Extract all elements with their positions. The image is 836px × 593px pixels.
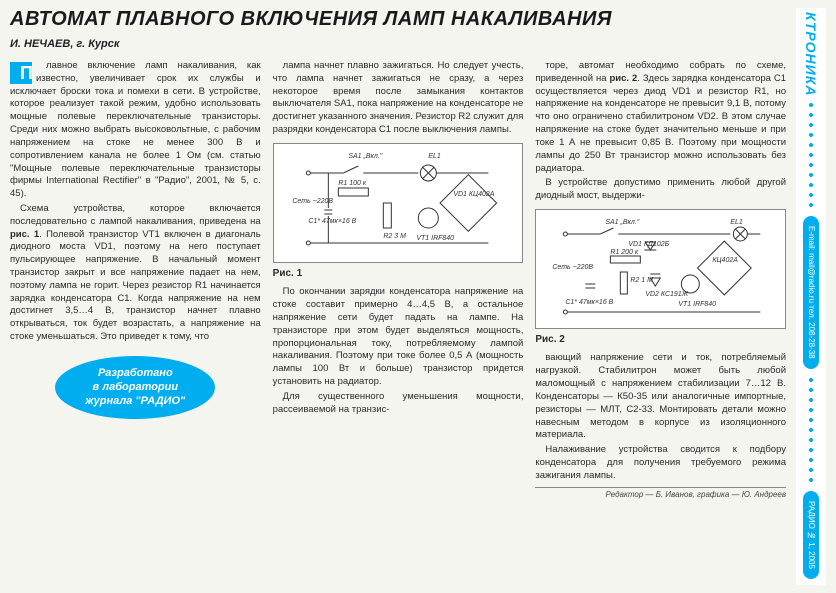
label: Сеть ~220В <box>292 198 333 205</box>
paragraph: В устройстве допустимо применить любой д… <box>535 177 786 203</box>
label: R2 1 М <box>631 277 654 284</box>
body-text: торе, автомат необходимо собрать по схем… <box>535 60 786 174</box>
body-text: лавное включение ламп накаливания, как и… <box>10 60 261 199</box>
article-author: И. НЕЧАЕВ, г. Курск <box>10 38 786 50</box>
label: VT1 IRF840 <box>679 301 717 308</box>
label: EL1 <box>731 219 744 226</box>
column-2: лампа начнет плавно зажигаться. Но следу… <box>273 60 524 585</box>
page: АВТОМАТ ПЛАВНОГО ВКЛЮЧЕНИЯ ЛАМП НАКАЛИВА… <box>0 0 836 593</box>
label: VD2 КС191Ж <box>646 291 689 298</box>
figure-1: SA1 „Вкл." EL1 Сеть ~220В R1 100 к <box>273 143 524 263</box>
label: SA1 „Вкл." <box>348 153 382 160</box>
issue-pill: РАДИО № 1, 2005 <box>803 491 819 579</box>
magazine-sidebar: КТРОНИКА E-mail: mail@radio.ru тел. 208-… <box>796 8 826 585</box>
article-content: АВТОМАТ ПЛАВНОГО ВКЛЮЧЕНИЯ ЛАМП НАКАЛИВА… <box>10 8 786 585</box>
label: SA1 „Вкл." <box>606 219 640 226</box>
label: С1* 47мк×16 В <box>308 218 356 225</box>
column-3: торе, автомат необходимо собрать по схем… <box>535 60 786 585</box>
editor-credit: Редактор — Б. Иванов, графика — Ю. Андре… <box>535 487 786 501</box>
label: КЦ402А <box>713 257 739 264</box>
figure-2-caption: Рис. 2 <box>535 333 786 347</box>
article-title: АВТОМАТ ПЛАВНОГО ВКЛЮЧЕНИЯ ЛАМП НАКАЛИВА… <box>10 8 786 30</box>
dropcap: П <box>10 62 32 84</box>
badge-line: журнала "РАДИО" <box>71 394 199 408</box>
label: R1 200 к <box>611 249 640 256</box>
label: VD1 КД102Б <box>629 241 670 248</box>
decorative-dots <box>808 100 814 210</box>
schematic-2: SA1 „Вкл." EL1 Сеть ~220В VD1 КД102Б <box>540 214 781 324</box>
label: VD1 КЦ402А <box>453 191 494 198</box>
paragraph: лампа начнет плавно зажигаться. Но следу… <box>273 60 524 137</box>
decorative-dots <box>808 375 814 485</box>
paragraph: Для существенного уменьшения мощности, р… <box>273 391 524 417</box>
section-label: КТРОНИКА <box>803 8 819 100</box>
column-1: П лавное включение ламп накаливания, как… <box>10 60 261 585</box>
lab-badge: Разработано в лаборатории журнала "РАДИО… <box>55 356 215 419</box>
paragraph: вающий напряжение сети и ток, потребляем… <box>535 352 786 442</box>
figure-2: SA1 „Вкл." EL1 Сеть ~220В VD1 КД102Б <box>535 209 786 329</box>
paragraph: П лавное включение ламп накаливания, как… <box>10 60 261 201</box>
text-columns: П лавное включение ламп накаливания, как… <box>10 60 786 585</box>
contact-pill: E-mail: mail@radio.ru тел. 208-28-38 <box>803 216 819 369</box>
paragraph: По окончании зарядки конденсатора напряж… <box>273 286 524 389</box>
paragraph: Налаживание устройства сводится к подбор… <box>535 444 786 482</box>
body-text: Схема устройства, которое включается пос… <box>10 203 261 342</box>
badge-line: Разработано <box>71 366 199 380</box>
label: VT1 IRF840 <box>416 235 454 242</box>
label: С1* 47мк×16 В <box>566 299 614 306</box>
paragraph: торе, автомат необходимо собрать по схем… <box>535 60 786 175</box>
paragraph: Схема устройства, которое включается пос… <box>10 203 261 344</box>
label: R2 3 М <box>383 233 406 240</box>
badge-line: в лаборатории <box>71 380 199 394</box>
label: EL1 <box>428 153 441 160</box>
figure-1-caption: Рис. 1 <box>273 267 524 281</box>
schematic-1: SA1 „Вкл." EL1 Сеть ~220В R1 100 к <box>278 148 519 258</box>
label: Сеть ~220В <box>553 264 594 271</box>
label: R1 100 к <box>338 180 367 187</box>
